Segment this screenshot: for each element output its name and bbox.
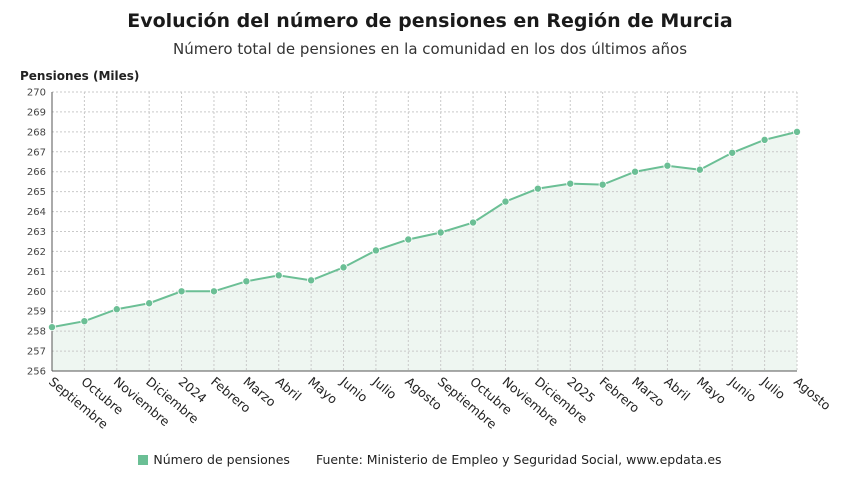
- y-tick-label: 264: [27, 207, 46, 218]
- data-point: [695, 165, 704, 174]
- x-tick-label: Agosto: [791, 374, 834, 413]
- y-tick-label: 263: [27, 227, 46, 238]
- data-point: [793, 127, 802, 136]
- y-tick-label: 260: [27, 287, 46, 298]
- y-tick-label: 266: [27, 167, 46, 178]
- chart-title: Evolución del número de pensiones en Reg…: [127, 10, 733, 32]
- data-point: [371, 246, 380, 255]
- y-tick-label: 261: [27, 267, 46, 278]
- data-point: [48, 323, 57, 332]
- chart-subtitle: Número total de pensiones en la comunida…: [172, 40, 688, 58]
- y-tick-label: 268: [27, 127, 46, 138]
- data-point: [209, 287, 218, 296]
- source-text: Fuente: Ministerio de Empleo y Seguridad…: [315, 452, 722, 467]
- data-point: [631, 167, 640, 176]
- data-point: [566, 179, 575, 188]
- data-point: [501, 197, 510, 206]
- x-tick-label: Mayo: [694, 374, 729, 407]
- data-point: [404, 235, 413, 244]
- data-point: [80, 317, 89, 326]
- data-point: [339, 263, 348, 272]
- data-point: [760, 135, 769, 144]
- data-point: [598, 180, 607, 189]
- data-point: [112, 305, 121, 314]
- data-point: [177, 287, 186, 296]
- y-tick-label: 258: [27, 327, 46, 338]
- y-tick-label: 267: [27, 147, 46, 158]
- y-tick-label: 257: [27, 347, 46, 358]
- data-point: [307, 276, 316, 285]
- x-tick-label: Junio: [337, 373, 371, 405]
- chart-footer: Número de pensiones Fuente: Ministerio de…: [0, 452, 860, 467]
- data-point: [469, 218, 478, 227]
- data-point: [242, 277, 251, 286]
- x-tick-label: Julio: [758, 373, 788, 402]
- legend-label: Número de pensiones: [153, 452, 290, 467]
- y-tick-label: 270: [27, 88, 46, 99]
- y-tick-label: 256: [27, 367, 46, 378]
- series-line: [51, 130, 798, 329]
- y-tick-label: 262: [27, 247, 46, 258]
- data-point: [436, 228, 445, 237]
- data-point: [145, 299, 154, 308]
- data-point: [274, 271, 283, 280]
- legend-swatch: [138, 455, 149, 465]
- y-tick-label: 269: [27, 107, 46, 118]
- data-point: [663, 161, 672, 170]
- x-tick-label: Junio: [726, 373, 760, 405]
- x-tick-label: Julio: [369, 373, 399, 402]
- x-tick-label: Mayo: [305, 374, 340, 407]
- data-point: [533, 184, 542, 193]
- y-tick-label: 259: [27, 307, 46, 318]
- y-axis-title: Pensiones (Miles): [20, 69, 139, 83]
- data-point: [728, 148, 737, 157]
- line-area-chart: 256 257 258 259 260 261 262 263 264 265 266 267 268 2…: [20, 69, 834, 432]
- y-tick-label: 265: [27, 187, 46, 198]
